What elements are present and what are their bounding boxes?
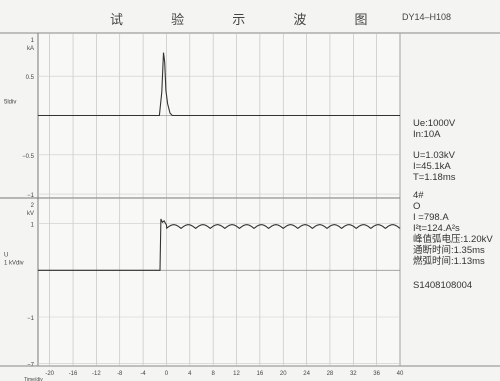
peak-arc-voltage: 峰值弧电压:1.20kV xyxy=(413,234,493,245)
rated-voltage: Ue:1000V xyxy=(413,118,456,129)
x-tick-label: -4 xyxy=(140,371,146,377)
let-through-energy: I²t=124.A²s xyxy=(413,223,460,234)
x-tick-label: -16 xyxy=(69,371,78,377)
y-tick-label: −0.5 xyxy=(22,154,35,160)
cutoff-current: I =798.A xyxy=(413,212,449,223)
x-tick-label: 8 xyxy=(211,371,215,377)
rating-block: Ue:1000V In:10A xyxy=(413,118,455,140)
y-unit-label: kA xyxy=(27,46,34,52)
x-tick-label: 28 xyxy=(327,371,334,377)
y-axis-label: 1 kVdiv xyxy=(4,260,24,266)
x-tick-label: 40 xyxy=(397,371,404,377)
x-tick-label: 12 xyxy=(233,371,240,377)
measured-voltage: U=1.03kV xyxy=(413,150,455,161)
series-trace xyxy=(38,218,401,271)
x-tick-label: 20 xyxy=(280,371,287,377)
y-unit-label: kV xyxy=(27,211,34,217)
y-top-label: 1 xyxy=(31,38,35,44)
sample-number: 4# xyxy=(413,190,424,201)
y-tick-label: −1 xyxy=(27,316,35,322)
result-block: 4# O I =798.A I²t=124.A²s 峰值弧电压:1.20kV 通… xyxy=(413,190,493,267)
break-time: 通断时间:1.35ms xyxy=(413,245,485,256)
y-top-label: 2 xyxy=(31,203,35,209)
x-tick-label: 32 xyxy=(350,371,357,377)
x-tick-label: 36 xyxy=(373,371,380,377)
y-axis-label: 5ldiv xyxy=(4,100,16,106)
plot-frame xyxy=(37,32,401,367)
header: 试 验 示 波 图 DY14–H108 xyxy=(0,0,500,32)
y-tick-label: −1 xyxy=(27,193,35,199)
x-axis-label: Time/div xyxy=(24,377,43,381)
y-axis-label: U xyxy=(4,252,8,258)
x-tick-label: -12 xyxy=(92,371,101,377)
measured-time: T=1.18ms xyxy=(413,172,456,183)
operation-code: O xyxy=(413,201,421,212)
x-tick-label: -8 xyxy=(117,371,123,377)
measurement-block: U=1.03kV I=45.1kA T=1.18ms xyxy=(413,150,456,183)
y-tick-label: −7 xyxy=(27,363,35,369)
x-tick-label: -20 xyxy=(45,371,54,377)
x-tick-label: 0 xyxy=(165,371,169,377)
y-tick-label: 1 xyxy=(31,223,35,229)
x-tick-label: 24 xyxy=(303,371,310,377)
x-tick-label: 16 xyxy=(257,371,264,377)
arcing-time: 燃弧时间:1.13ms xyxy=(413,256,485,267)
series-trace xyxy=(38,52,400,117)
document-code: DY14–H108 xyxy=(402,12,452,22)
rated-current: In:10A xyxy=(413,129,441,140)
measured-current: I=45.1kA xyxy=(413,161,451,172)
y-tick-label: 0.5 xyxy=(26,75,35,81)
page-title: 试 验 示 波 图 xyxy=(110,13,390,28)
serial-number: S1408108004 xyxy=(413,280,473,291)
x-tick-label: 4 xyxy=(188,371,192,377)
